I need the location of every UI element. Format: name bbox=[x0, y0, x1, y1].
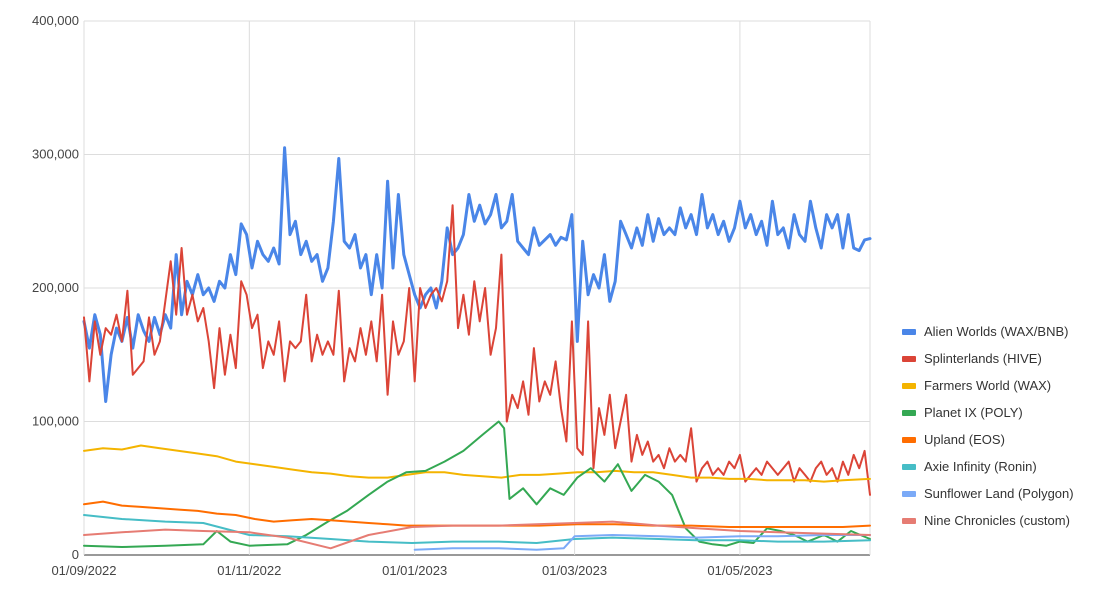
series-line-7 bbox=[413, 534, 871, 551]
legend-label: Alien Worlds (WAX/BNB) bbox=[924, 324, 1068, 339]
x-tick-label: 01/09/2022 bbox=[51, 563, 116, 578]
y-tick-label: 200,000 bbox=[32, 280, 79, 295]
x-tick-label: 01/03/2023 bbox=[542, 563, 607, 578]
legend-label: Upland (EOS) bbox=[924, 432, 1005, 447]
legend-label: Nine Chronicles (custom) bbox=[924, 513, 1070, 528]
series-line-5 bbox=[83, 500, 871, 528]
legend-label: Axie Infinity (Ronin) bbox=[924, 459, 1037, 474]
legend-swatch bbox=[902, 491, 916, 497]
series-line-4 bbox=[83, 420, 871, 548]
series-line-8 bbox=[83, 520, 871, 550]
x-tick-label: 01/05/2023 bbox=[707, 563, 772, 578]
legend: Alien Worlds (WAX/BNB) Splinterlands (HIV… bbox=[902, 324, 1074, 528]
legend-swatch bbox=[902, 437, 916, 443]
x-tick-label: 01/01/2023 bbox=[382, 563, 447, 578]
legend-swatch bbox=[902, 464, 916, 470]
y-tick-label: 300,000 bbox=[32, 147, 79, 162]
plot-area bbox=[82, 146, 872, 551]
legend-swatch bbox=[902, 518, 916, 524]
series-line-1 bbox=[82, 146, 872, 403]
series-line-3 bbox=[83, 444, 871, 483]
legend-swatch bbox=[902, 356, 916, 362]
y-tick-label: 400,000 bbox=[32, 13, 79, 28]
x-tick-label: 01/11/2022 bbox=[217, 563, 281, 578]
y-tick-label: 100,000 bbox=[32, 414, 79, 429]
legend-label: Splinterlands (HIVE) bbox=[924, 351, 1042, 366]
legend-label: Sunflower Land (Polygon) bbox=[924, 486, 1074, 501]
legend-label: Planet IX (POLY) bbox=[924, 405, 1023, 420]
legend-swatch bbox=[902, 383, 916, 389]
legend-swatch bbox=[902, 329, 916, 335]
axes: 0 100,000 200,000 300,000 400,000 01/09/2022 0… bbox=[32, 13, 772, 578]
series-line-2 bbox=[83, 204, 871, 496]
series-line-6 bbox=[83, 514, 871, 544]
y-tick-label: 0 bbox=[72, 547, 79, 562]
legend-swatch bbox=[902, 410, 916, 416]
legend-label: Farmers World (WAX) bbox=[924, 378, 1051, 393]
